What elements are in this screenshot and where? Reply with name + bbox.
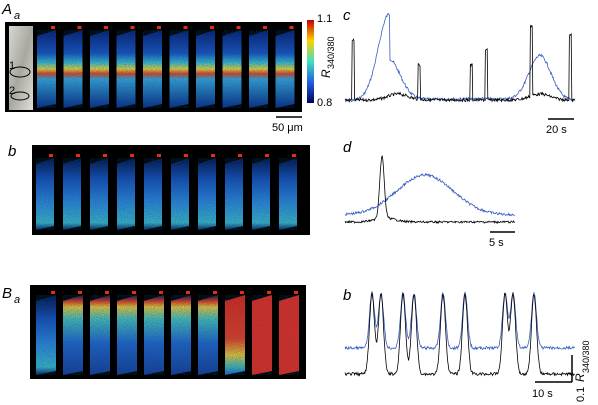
image-strips bbox=[36, 291, 299, 375]
hotspot bbox=[238, 154, 242, 157]
strip-texture bbox=[144, 158, 162, 230]
y-scale-unit: R bbox=[573, 373, 587, 382]
strip-texture bbox=[198, 295, 218, 375]
y-scale-sub: 340/380 bbox=[581, 340, 591, 373]
strip-texture bbox=[171, 295, 191, 375]
hotspot bbox=[265, 154, 269, 157]
colorbar-title: R 340/380 bbox=[319, 36, 336, 78]
strip-texture bbox=[198, 158, 216, 230]
hotspot bbox=[157, 154, 161, 157]
strip-texture bbox=[143, 30, 162, 108]
traces bbox=[344, 290, 576, 377]
hotspot bbox=[263, 26, 267, 29]
traces bbox=[344, 13, 576, 104]
strip-texture bbox=[63, 158, 81, 230]
y-scale-title: 0.1 R 340/380 bbox=[573, 340, 591, 402]
trace bbox=[344, 13, 576, 104]
hotspot bbox=[186, 291, 190, 294]
hotspot bbox=[184, 154, 188, 157]
panel-label: b bbox=[8, 143, 16, 160]
hotspot bbox=[240, 291, 244, 294]
strip-texture bbox=[117, 295, 137, 375]
panel-sublabel: a bbox=[14, 10, 20, 22]
hotspot bbox=[51, 26, 55, 29]
hotspot bbox=[51, 291, 55, 294]
scale-label: 10 s bbox=[532, 388, 553, 400]
strip-texture bbox=[63, 30, 83, 108]
colorbar-max: 1.1 bbox=[317, 13, 332, 25]
hotspot bbox=[77, 26, 82, 29]
scale-label: 20 s bbox=[546, 124, 567, 136]
scale-label: 5 s bbox=[489, 237, 504, 249]
hotspot bbox=[183, 26, 188, 29]
hotspot bbox=[130, 154, 134, 157]
strip-texture bbox=[275, 30, 295, 108]
trace bbox=[344, 290, 575, 351]
strip-texture bbox=[225, 158, 243, 230]
hotspot bbox=[132, 291, 136, 294]
y-scale-value: 0.1 bbox=[575, 387, 587, 402]
strip-texture bbox=[225, 295, 245, 375]
hotspot bbox=[105, 291, 109, 294]
hotspot bbox=[103, 154, 107, 157]
hotspot bbox=[289, 26, 294, 29]
region-outline bbox=[10, 91, 30, 101]
scale-label: 50 μm bbox=[272, 122, 303, 134]
strip-texture bbox=[252, 158, 270, 230]
region-label: 1 bbox=[9, 60, 15, 72]
trace bbox=[344, 24, 576, 103]
panel-label: A bbox=[1, 1, 12, 18]
hotspot bbox=[49, 154, 53, 157]
panel-label: d bbox=[343, 139, 352, 156]
colorbar-label: R bbox=[319, 69, 333, 78]
hotspot bbox=[211, 154, 215, 157]
strip-texture bbox=[171, 158, 189, 230]
colorbar-min: 0.8 bbox=[317, 97, 332, 109]
region-outline bbox=[9, 66, 31, 78]
hotspot bbox=[267, 291, 271, 294]
trace bbox=[344, 292, 576, 377]
strip-texture bbox=[196, 30, 215, 108]
image-strips bbox=[37, 26, 295, 108]
hotspot bbox=[159, 291, 163, 294]
hotspot bbox=[292, 154, 296, 157]
strip-texture bbox=[63, 295, 83, 375]
hotspot bbox=[213, 291, 217, 294]
hotspot bbox=[130, 26, 135, 29]
strip-texture bbox=[252, 295, 272, 375]
strip-texture bbox=[279, 158, 297, 230]
panel-label: B bbox=[2, 285, 12, 302]
image-strips bbox=[36, 154, 297, 230]
strip-texture bbox=[279, 295, 299, 375]
strip-texture bbox=[36, 295, 56, 375]
hotspot bbox=[236, 26, 241, 29]
panel-sublabel: a bbox=[14, 294, 20, 306]
strip-texture bbox=[36, 158, 54, 230]
strip-texture bbox=[37, 30, 56, 108]
colorbar bbox=[307, 20, 314, 103]
strip-texture bbox=[90, 158, 108, 230]
trace bbox=[344, 172, 516, 217]
strip-texture bbox=[117, 158, 135, 230]
hotspot bbox=[76, 154, 80, 157]
strip-texture bbox=[222, 30, 242, 108]
colorbar-sublabel: 340/380 bbox=[326, 36, 336, 69]
strip-texture bbox=[249, 30, 268, 108]
hotspot bbox=[210, 26, 214, 29]
strip-texture bbox=[90, 30, 109, 108]
hotspot bbox=[78, 291, 82, 294]
panel-label: c bbox=[343, 7, 351, 24]
strip-texture bbox=[116, 30, 136, 108]
region-label: 2 bbox=[9, 85, 15, 97]
panel-label: b bbox=[343, 287, 351, 304]
hotspot bbox=[294, 291, 298, 294]
trace bbox=[344, 154, 516, 225]
traces bbox=[344, 154, 516, 225]
strip-texture bbox=[169, 30, 189, 108]
strip-texture bbox=[144, 295, 164, 375]
strip-texture bbox=[90, 295, 110, 375]
hotspot bbox=[157, 26, 161, 29]
hotspot bbox=[104, 26, 108, 29]
